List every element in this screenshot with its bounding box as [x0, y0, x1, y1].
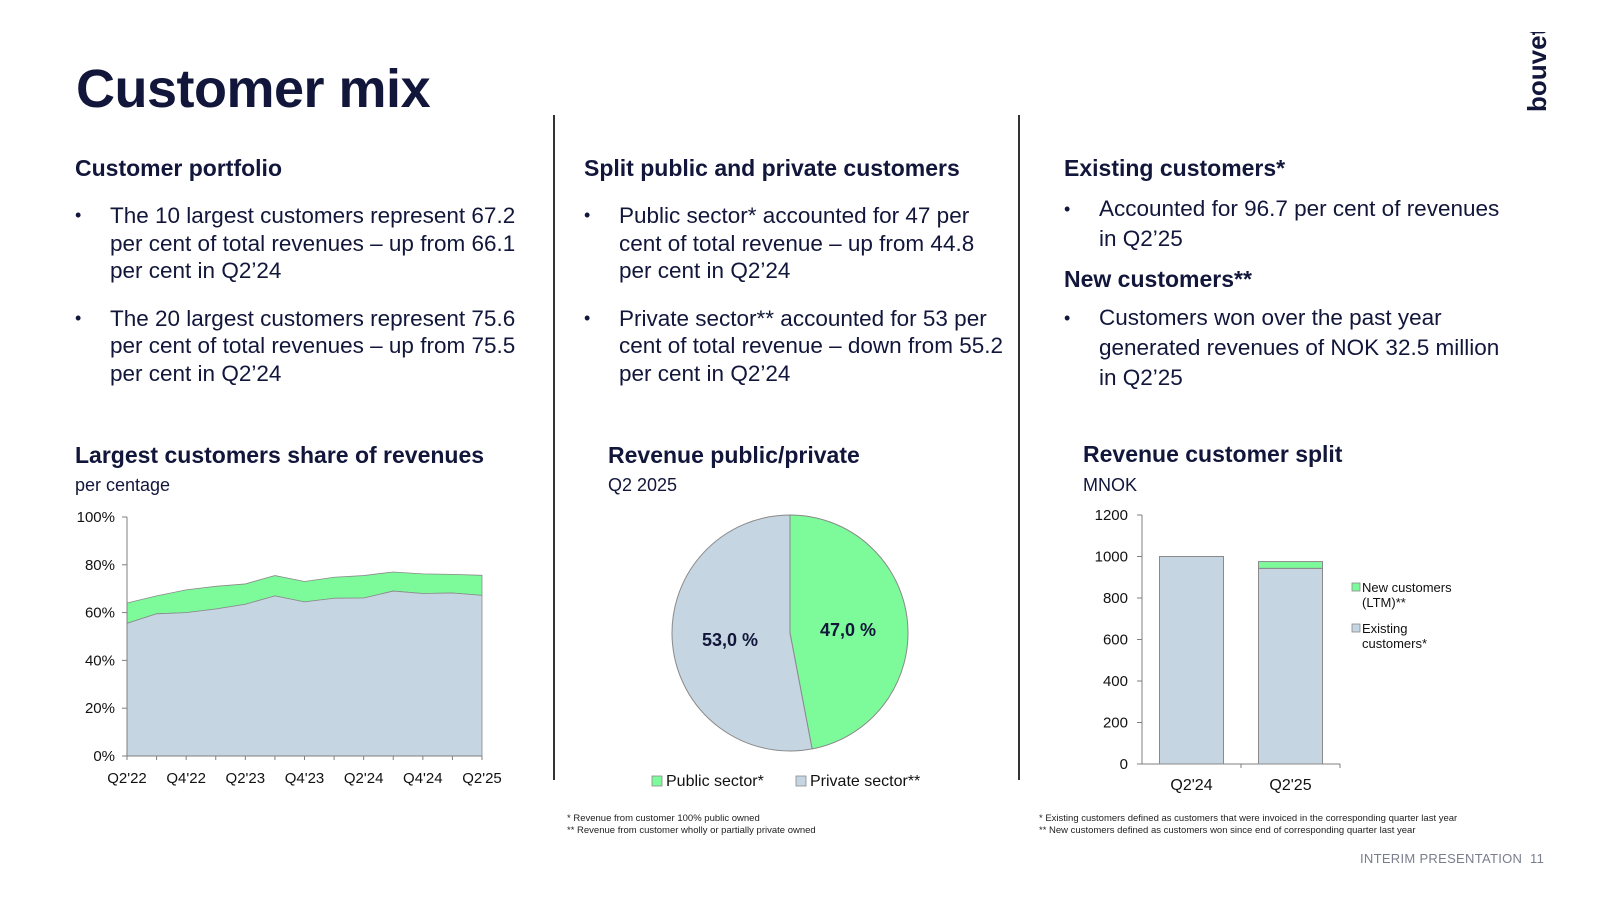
pie-chart-subtitle: Q2 2025 [608, 475, 678, 495]
y-tick-label: 400 [1103, 673, 1128, 690]
x-tick-label: Q2'22 [107, 770, 147, 787]
bar-chart: 0 200 400 600 800 1000 1200 Q2'24 Q2'25 New custo… [1095, 507, 1452, 794]
legend-label: Existing customers* [1362, 621, 1427, 651]
footnote: * Revenue from customer 100% public owne… [567, 813, 760, 824]
y-tick-label: 600 [1103, 632, 1128, 649]
y-tick-label: 200 [1103, 715, 1128, 732]
legend-label: New customers (LTM)** [1362, 580, 1452, 610]
legend-swatch [1351, 623, 1361, 633]
x-tick-label: Q2'23 [226, 770, 266, 787]
existing-customers-heading: Existing customers* [1064, 155, 1286, 181]
customer-portfolio-heading: Customer portfolio [75, 155, 282, 181]
bullet-item: The 20 largest customers represent 75.6 … [75, 305, 525, 388]
y-tick-label: 1200 [1095, 507, 1128, 524]
y-tick-label: 100% [77, 509, 115, 526]
area-chart: 0% 20% 40% 60% 80% 100% Q2'22 Q4'22 Q2'23 Q4'23 Q2… [77, 509, 502, 787]
bar-chart-subtitle: MNOK [1083, 475, 1137, 495]
pie-data-label: 47,0 % [820, 620, 876, 640]
pie-chart-title: Revenue public/private [608, 442, 860, 468]
pie-slice [789, 514, 909, 750]
x-tick-label: Q2'25 [1269, 777, 1311, 794]
bullet-item: Accounted for 96.7 per cent of revenues … [1064, 194, 1504, 254]
legend-label: Public sector* [666, 773, 764, 790]
bar-segment [1258, 567, 1323, 765]
area-chart-subtitle: per centage [75, 475, 171, 495]
bullet-item: Private sector** accounted for 53 per ce… [584, 305, 1004, 388]
new-customers-heading: New customers** [1064, 266, 1252, 292]
footnote: * Existing customers defined as customer… [1039, 813, 1458, 824]
y-tick-label: 60% [85, 605, 115, 622]
x-tick-label: Q4'22 [166, 770, 206, 787]
y-tick-label: 0% [93, 748, 115, 765]
y-tick-label: 80% [85, 557, 115, 574]
x-tick-label: Q2'24 [1170, 777, 1212, 794]
logo-text: bouvet [1527, 32, 1551, 112]
y-tick-label: 40% [85, 652, 115, 669]
y-tick-label: 0 [1120, 756, 1128, 773]
column-divider-left [553, 115, 555, 780]
legend-swatch [651, 775, 663, 787]
area-chart-title: Largest customers share of revenues [75, 442, 485, 468]
customer-split-footnotes: * Existing customers defined as customer… [1039, 813, 1457, 837]
footer-label: INTERIM PRESENTATION [1360, 851, 1523, 866]
bullet-item: Public sector* accounted for 47 per cent… [584, 202, 1004, 285]
page-title: Customer mix [76, 59, 431, 119]
pie-slice [671, 514, 813, 752]
bar-segment [1159, 556, 1224, 765]
public-private-footnotes: * Revenue from customer 100% public owne… [567, 813, 816, 837]
y-tick-label: 800 [1103, 590, 1128, 607]
legend-swatch [1351, 582, 1361, 592]
public-private-bullets: Public sector* accounted for 47 per cent… [584, 202, 1004, 387]
new-customers-bullets: Customers won over the past year generat… [1064, 303, 1504, 393]
y-tick-label: 1000 [1095, 549, 1128, 566]
pie-data-label: 53,0 % [702, 630, 758, 650]
legend-label: Private sector** [810, 773, 920, 790]
public-private-heading: Split public and private customers [584, 155, 960, 181]
pie-chart: 47,0 % 53,0 % Public sector* Private sector… [651, 514, 920, 790]
y-tick-label: 20% [85, 700, 115, 717]
customer-portfolio-bullets: The 10 largest customers represent 67.2 … [75, 202, 525, 387]
area-series-top10 [126, 590, 483, 757]
page-number: 11 [1530, 851, 1545, 866]
bar-chart-title: Revenue customer split [1083, 441, 1343, 467]
existing-customers-bullets: Accounted for 96.7 per cent of revenues … [1064, 194, 1504, 254]
x-tick-label: Q2'25 [462, 770, 502, 787]
x-tick-label: Q4'24 [403, 770, 443, 787]
column-divider-right [1018, 115, 1020, 780]
x-tick-label: Q2'24 [344, 770, 384, 787]
x-tick-label: Q4'23 [285, 770, 325, 787]
legend-swatch [795, 775, 807, 787]
bullet-item: The 10 largest customers represent 67.2 … [75, 202, 525, 285]
bar-segment [1258, 561, 1323, 569]
bouvet-logo: bouvet [1527, 32, 1551, 112]
bullet-item: Customers won over the past year generat… [1064, 303, 1504, 393]
footnote: ** New customers defined as customers wo… [1039, 825, 1416, 836]
footnote: ** Revenue from customer wholly or parti… [567, 825, 816, 836]
